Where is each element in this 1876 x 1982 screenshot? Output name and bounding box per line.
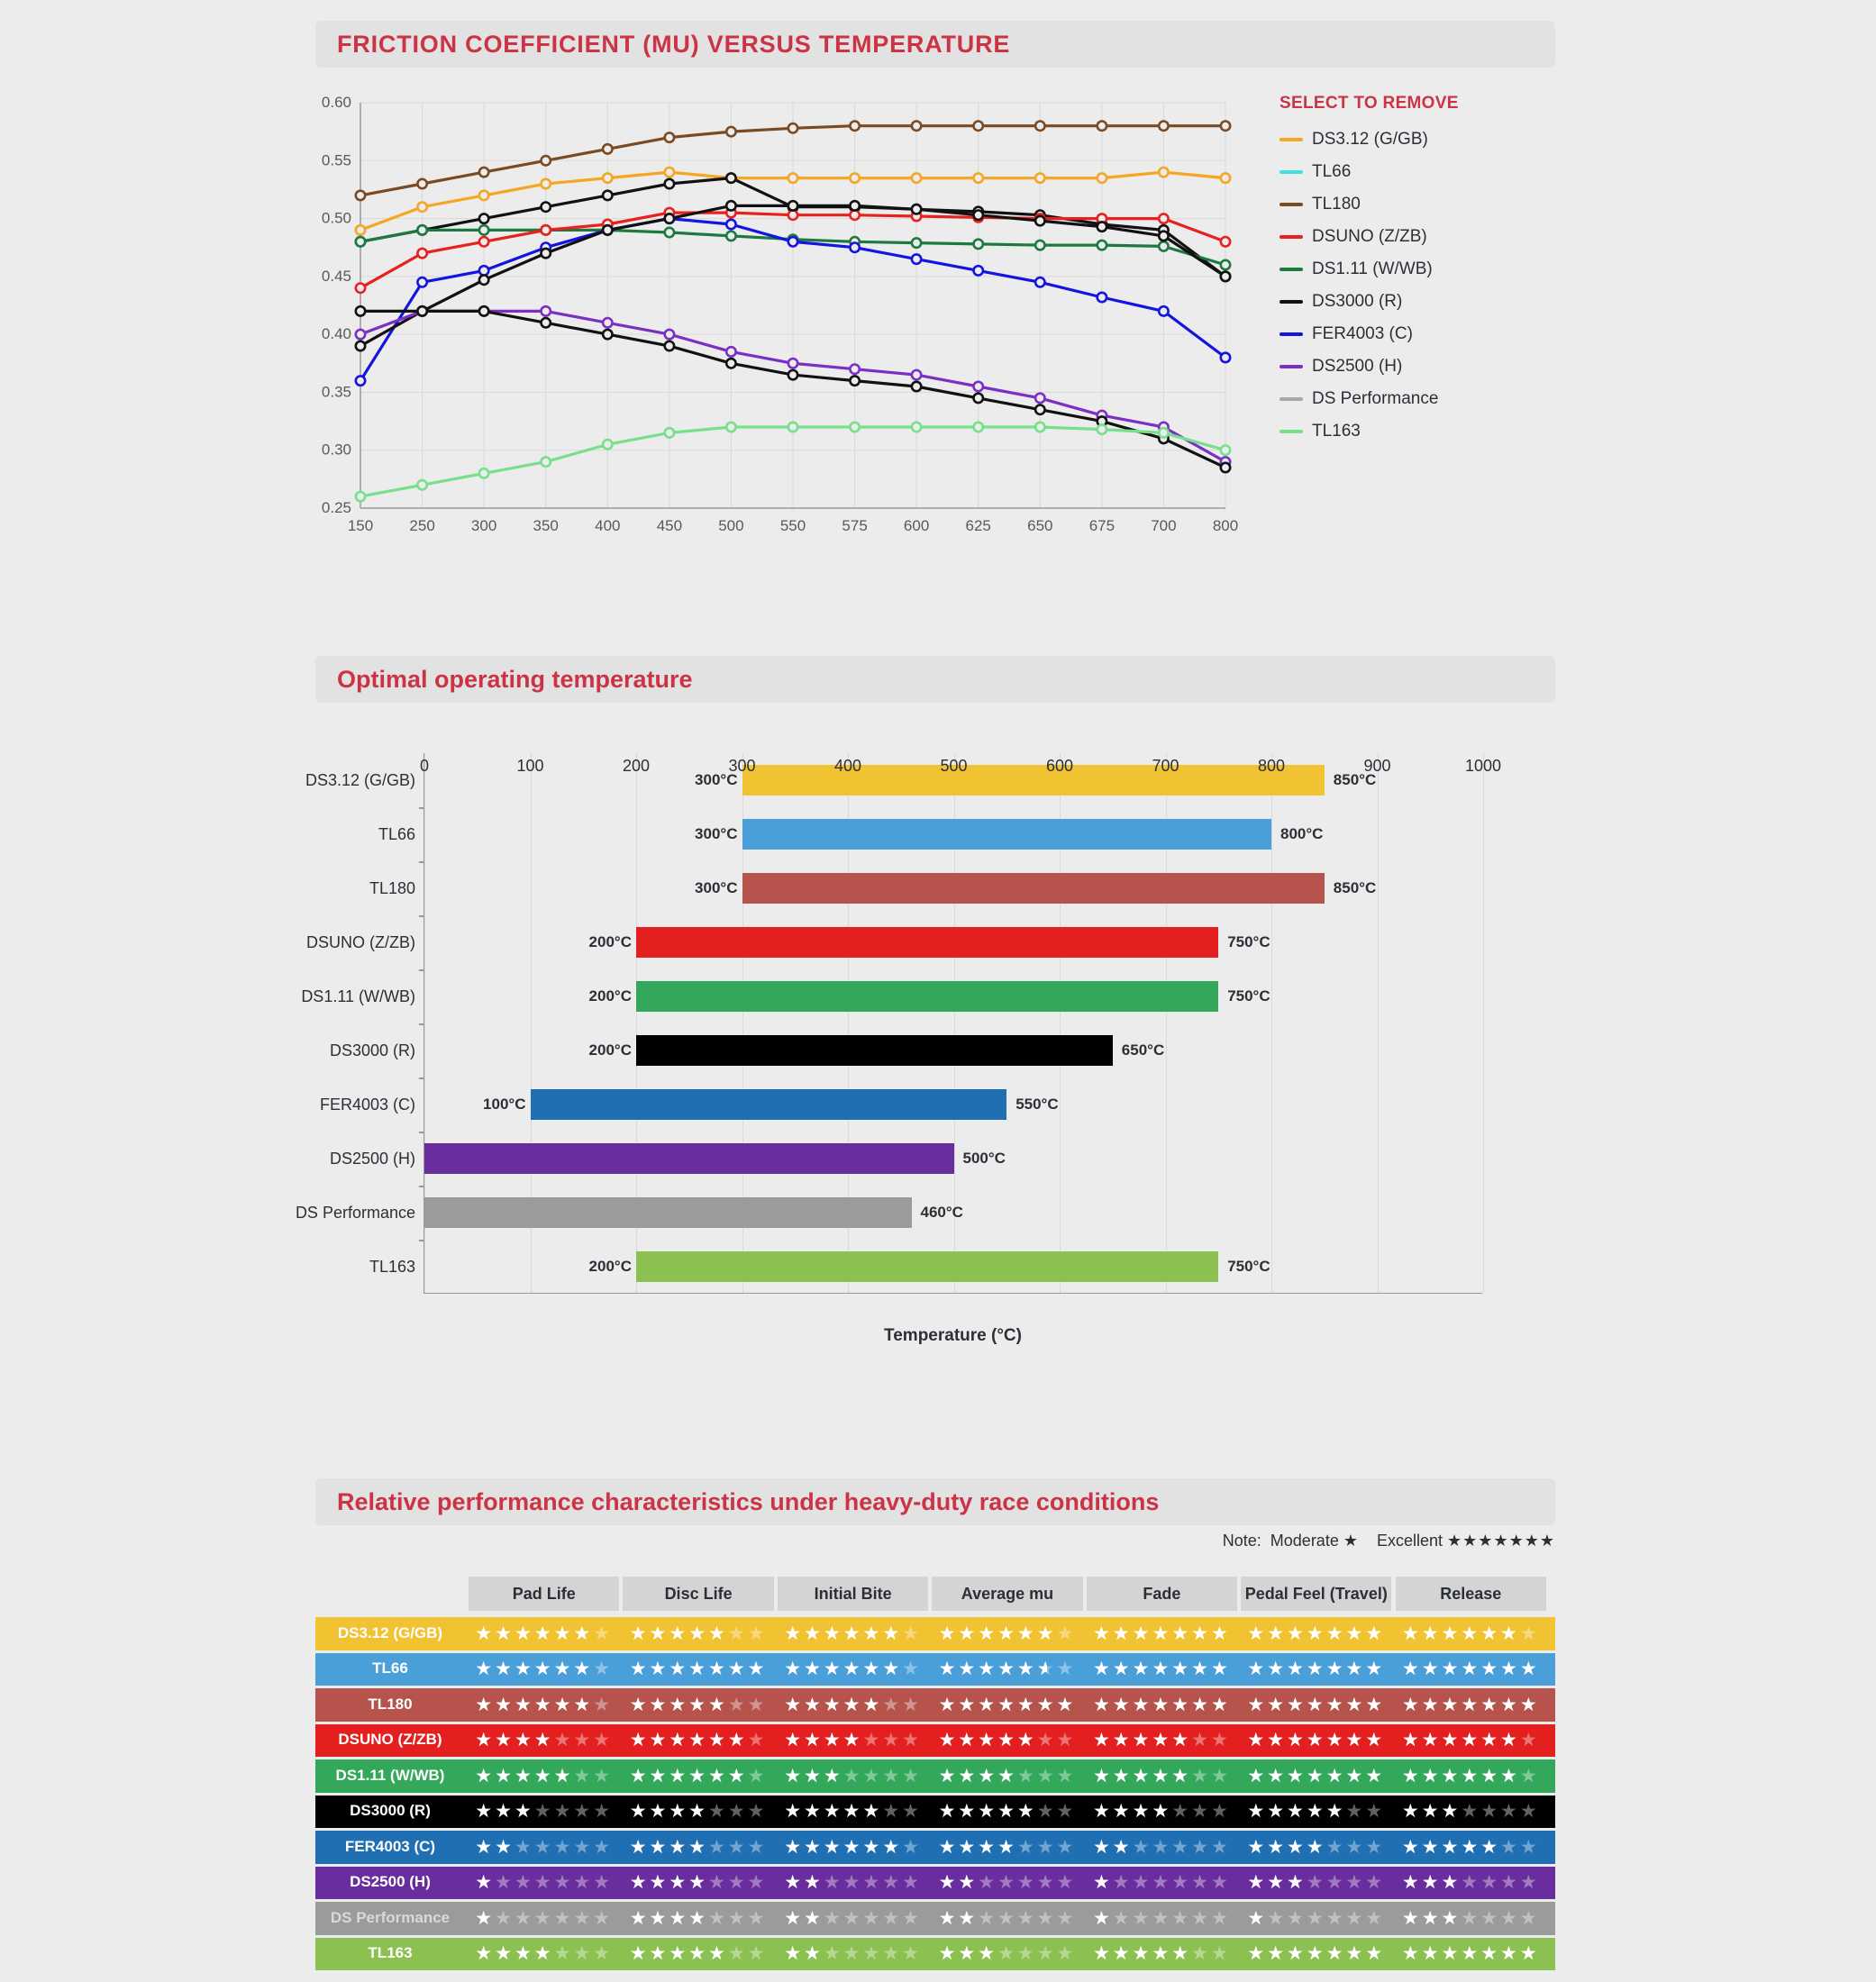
svg-text:600: 600 <box>904 517 929 534</box>
svg-text:150: 150 <box>348 517 373 534</box>
svg-text:550: 550 <box>780 517 806 534</box>
svg-text:0.30: 0.30 <box>322 441 351 459</box>
svg-text:675: 675 <box>1089 517 1115 534</box>
svg-text:0.25: 0.25 <box>322 499 351 516</box>
svg-text:0.50: 0.50 <box>322 210 351 227</box>
svg-text:500: 500 <box>718 517 743 534</box>
svg-text:250: 250 <box>409 517 434 534</box>
svg-text:0.55: 0.55 <box>322 151 351 168</box>
svg-text:650: 650 <box>1027 517 1052 534</box>
svg-text:0.45: 0.45 <box>322 268 351 285</box>
svg-text:300: 300 <box>471 517 496 534</box>
svg-text:450: 450 <box>657 517 682 534</box>
svg-text:0.40: 0.40 <box>322 325 351 342</box>
svg-text:0.60: 0.60 <box>322 94 351 111</box>
svg-text:350: 350 <box>533 517 559 534</box>
svg-text:700: 700 <box>1151 517 1176 534</box>
svg-text:800: 800 <box>1213 517 1238 534</box>
svg-text:625: 625 <box>966 517 991 534</box>
svg-text:400: 400 <box>595 517 620 534</box>
svg-text:0.35: 0.35 <box>322 383 351 400</box>
svg-text:575: 575 <box>842 517 867 534</box>
